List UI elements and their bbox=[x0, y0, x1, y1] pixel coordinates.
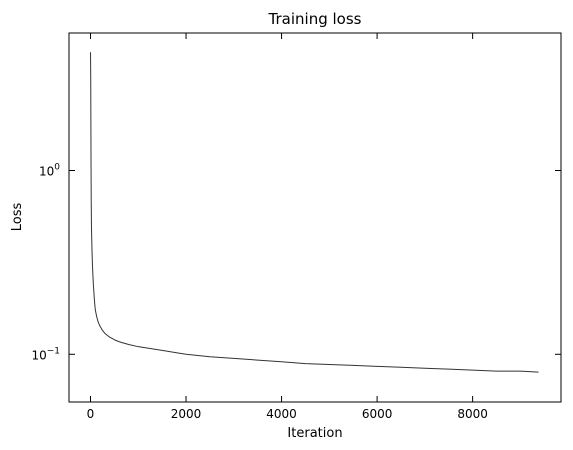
y-axis-label: Loss bbox=[10, 203, 25, 232]
x-tick-label-1: 2000 bbox=[171, 407, 202, 421]
y-tick-exponent-1: 0 bbox=[54, 163, 60, 173]
y-ticks: 10−1 100 bbox=[31, 163, 561, 362]
y-tick-label-0: 10−1 bbox=[31, 346, 60, 362]
x-tick-label-4: 8000 bbox=[457, 407, 488, 421]
x-ticks: 0 2000 4000 6000 8000 bbox=[87, 33, 488, 421]
x-axis-label: Iteration bbox=[287, 426, 342, 441]
y-tick-exponent-0: −1 bbox=[47, 346, 60, 356]
plot-frame bbox=[68, 32, 562, 403]
x-tick-label-3: 6000 bbox=[362, 407, 393, 421]
x-tick-label-2: 4000 bbox=[266, 407, 297, 421]
x-tick-label-0: 0 bbox=[87, 407, 95, 421]
y-tick-label-1: 100 bbox=[39, 163, 60, 179]
chart-title: Training loss bbox=[268, 10, 362, 28]
series-line bbox=[90, 52, 539, 373]
